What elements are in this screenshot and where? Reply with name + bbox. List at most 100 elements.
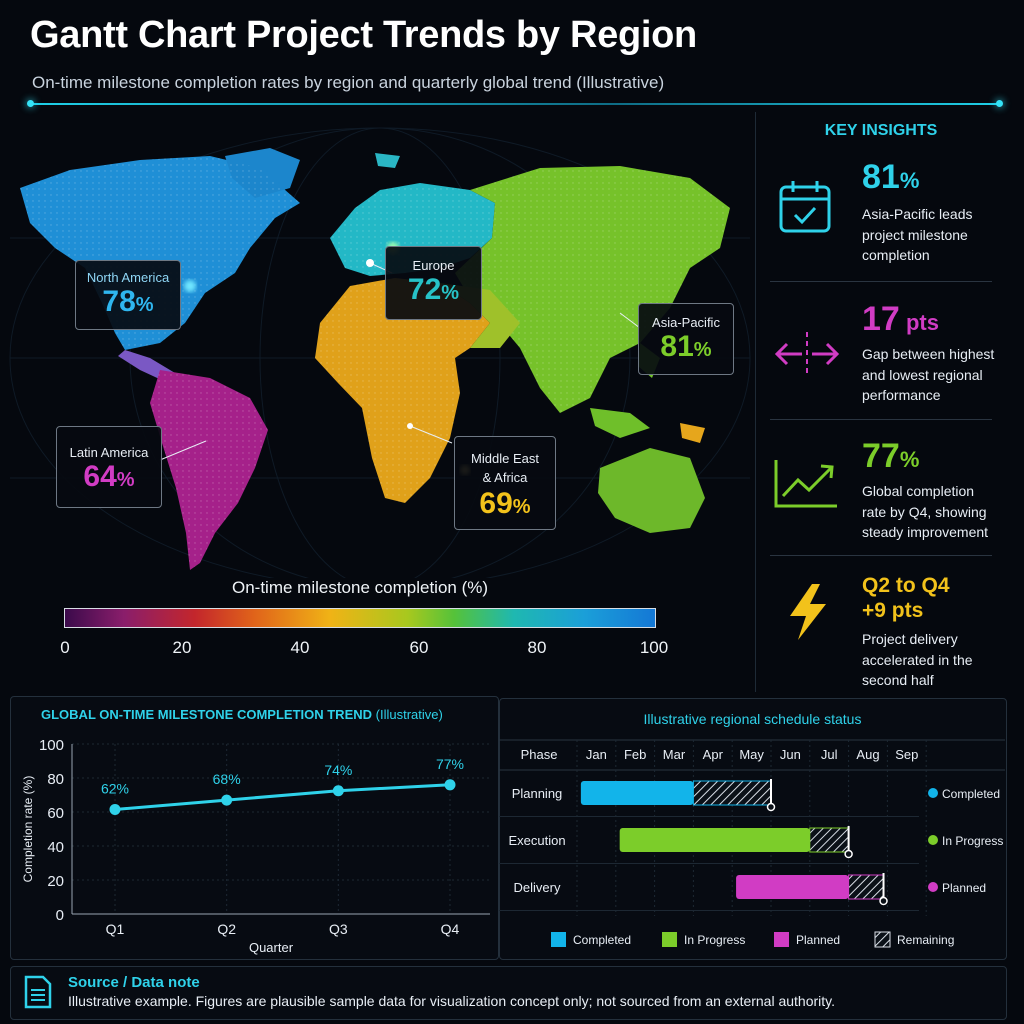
legend-swatch <box>551 932 566 947</box>
value-unit: % <box>135 294 154 316</box>
x-tick-label: Q4 <box>441 921 460 937</box>
insight-separator <box>770 555 992 556</box>
callout-middle-east-africa: Middle East & Africa 69% <box>454 436 556 530</box>
callout-value: 64% <box>57 460 161 494</box>
task-bar-done <box>580 781 694 805</box>
month-label: Mar <box>663 747 686 762</box>
lightning-icon <box>786 582 830 647</box>
insight-value: 17 pts <box>862 300 939 339</box>
callout-asia-pacific: Asia-Pacific 81% <box>638 303 734 375</box>
header-divider <box>30 103 1002 105</box>
callout-value: 78% <box>76 285 180 319</box>
trend-chart-title-text: GLOBAL ON-TIME MILESTONE COMPLETION TREN… <box>41 707 373 722</box>
data-point <box>444 779 456 791</box>
y-tick-label: 60 <box>47 805 64 822</box>
value-number: 78 <box>102 285 136 318</box>
insights-divider <box>755 112 756 692</box>
x-tick-label: Q1 <box>106 921 125 937</box>
legend-label: In Progress <box>684 933 745 947</box>
divider-dot-right <box>996 100 1003 107</box>
month-label: Aug <box>856 747 879 762</box>
status-dot <box>928 835 938 845</box>
divider-dot-left <box>27 100 34 107</box>
data-point <box>109 803 121 815</box>
status-dot <box>928 882 938 892</box>
callout-europe: Europe 72% <box>385 246 482 320</box>
status-label: Completed <box>942 787 1000 801</box>
insight-number: 81 <box>862 158 900 196</box>
callout-value: 72% <box>386 273 481 307</box>
callout-label: Middle East & Africa <box>471 451 539 485</box>
trend-line-icon <box>773 458 839 515</box>
callout-label: Latin America <box>69 445 149 460</box>
insight-number-secondary: +9 pts <box>862 599 924 622</box>
y-tick-label: 40 <box>47 839 64 856</box>
data-label: 74% <box>324 762 352 778</box>
insight-text: Asia-Pacific leads project milestone com… <box>862 206 973 263</box>
page-subtitle: On-time milestone completion rates by re… <box>32 73 665 92</box>
task-bar-remaining <box>848 874 885 900</box>
legend-label: Planned <box>796 933 840 947</box>
insight-text: Project delivery accelerated in the seco… <box>862 631 973 688</box>
x-tick-label: Q2 <box>217 921 236 937</box>
insight-text: Gap between highest and lowest regional … <box>862 346 995 403</box>
document-icon <box>24 975 52 1014</box>
callout-north-america: North America 78% <box>75 260 181 330</box>
region-latin-america <box>150 370 268 570</box>
insight-separator <box>770 419 992 420</box>
task-end-dot <box>766 802 776 812</box>
world-map-graphic <box>9 127 751 589</box>
insight-number: Q2 to Q4 <box>862 574 950 597</box>
task-end-dot <box>879 896 888 906</box>
trend-chart-title-note: (Illustrative) <box>375 707 443 722</box>
region-middle-east-africa <box>315 278 520 503</box>
scale-tick: 60 <box>409 638 429 657</box>
data-label: 77% <box>436 756 464 772</box>
data-note-title: Source / Data note <box>68 974 200 991</box>
y-tick-label: 100 <box>39 737 64 754</box>
x-axis-label: Quarter <box>249 940 294 955</box>
legend-swatch <box>874 931 891 948</box>
month-label: Feb <box>624 747 646 762</box>
region-asia-pacific <box>455 166 730 533</box>
value-unit: % <box>116 469 135 491</box>
data-note-text: Illustrative example. Figures are plausi… <box>68 993 836 1009</box>
month-label: Apr <box>703 747 724 762</box>
y-tick-label: 20 <box>47 873 64 890</box>
insight-unit: pts <box>899 310 939 335</box>
month-label: Sep <box>895 747 918 762</box>
legend-label: Remaining <box>897 933 954 947</box>
y-axis-label: Completion rate (%) <box>21 776 35 883</box>
month-label: Jan <box>586 747 607 762</box>
value-unit: % <box>693 339 712 361</box>
y-tick-label: 0 <box>56 907 64 924</box>
month-label: Jun <box>780 747 801 762</box>
value-unit: % <box>441 282 460 304</box>
insight-value: 81% <box>862 158 919 197</box>
insight-value: Q2 to Q4 +9 pts <box>862 573 950 623</box>
data-point <box>332 785 344 797</box>
callout-value: 69% <box>455 487 555 521</box>
scale-tick: 80 <box>527 638 547 657</box>
task-bar-remaining <box>692 780 772 806</box>
month-label: May <box>739 747 764 762</box>
scale-tick: 100 <box>639 638 669 657</box>
scale-tick: 40 <box>290 638 310 657</box>
trend-chart-panel <box>10 696 499 960</box>
value-number: 81 <box>660 330 694 363</box>
insight-number: 17 <box>862 300 900 338</box>
insight-separator <box>770 281 992 282</box>
legend-swatch <box>662 932 677 947</box>
trend-chart-title: GLOBAL ON-TIME MILESTONE COMPLETION TREN… <box>41 707 443 722</box>
insight-value: 77% <box>862 437 919 476</box>
world-map: North America 78% Europe 72% Asia-Pacifi… <box>0 108 760 589</box>
insight-number: 77 <box>862 437 900 475</box>
data-label: 62% <box>101 780 129 796</box>
task-phase-label: Planning <box>512 786 563 801</box>
scale-tick: 0 <box>60 638 70 657</box>
insight-text: Global completion rate by Q4, showing st… <box>862 483 989 540</box>
insight-unit: % <box>899 168 920 193</box>
status-label: In Progress <box>942 834 1003 848</box>
value-number: 64 <box>83 460 117 493</box>
gap-arrows-icon <box>774 330 840 383</box>
